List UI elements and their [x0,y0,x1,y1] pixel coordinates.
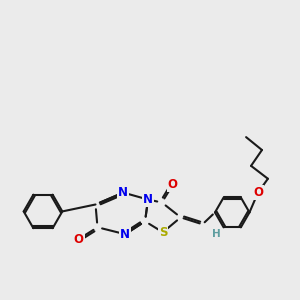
Text: N: N [143,193,153,206]
Text: S: S [159,226,167,239]
Text: O: O [168,178,178,191]
Text: O: O [253,186,263,199]
Text: O: O [74,233,84,246]
Text: H: H [212,229,221,239]
Text: N: N [118,186,128,199]
Text: N: N [120,228,130,241]
